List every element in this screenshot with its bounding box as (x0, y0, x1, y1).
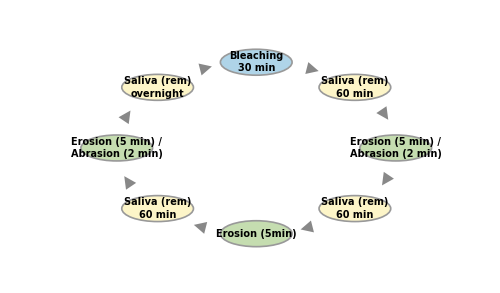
Text: Saliva (rem)
60 min: Saliva (rem) 60 min (124, 197, 192, 220)
Ellipse shape (319, 74, 390, 100)
Ellipse shape (122, 196, 194, 222)
Ellipse shape (360, 135, 432, 161)
Ellipse shape (319, 196, 390, 222)
Ellipse shape (220, 49, 292, 75)
Text: Erosion (5min): Erosion (5min) (216, 229, 296, 239)
Text: Saliva (rem)
overnight: Saliva (rem) overnight (124, 76, 192, 98)
Ellipse shape (220, 221, 292, 247)
Ellipse shape (122, 74, 194, 100)
Text: Saliva (rem)
60 min: Saliva (rem) 60 min (321, 197, 388, 220)
Text: Saliva (rem)
60 min: Saliva (rem) 60 min (321, 76, 388, 98)
Text: Erosion (5 min) /
Abrasion (2 min): Erosion (5 min) / Abrasion (2 min) (350, 137, 442, 159)
Ellipse shape (81, 135, 152, 161)
Text: Bleaching
30 min: Bleaching 30 min (229, 51, 283, 74)
Text: Erosion (5 min) /
Abrasion (2 min): Erosion (5 min) / Abrasion (2 min) (71, 137, 162, 159)
